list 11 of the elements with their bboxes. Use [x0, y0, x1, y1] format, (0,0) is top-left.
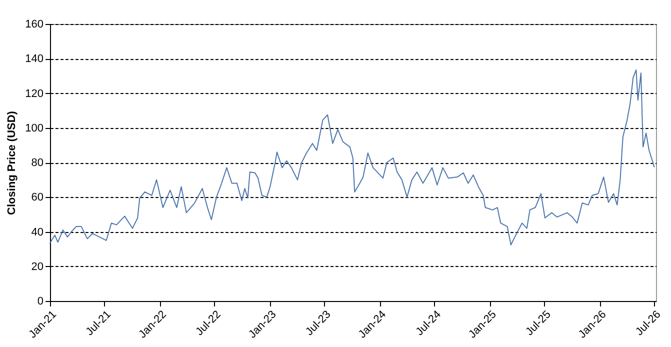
line-series	[50, 69, 655, 246]
y-tick-label: 80	[31, 157, 44, 169]
y-tick-label: 0	[37, 296, 44, 308]
y-axis-title: Closing Price (USD)	[6, 110, 18, 215]
y-tick-label: 60	[31, 192, 44, 204]
y-tick-label: 40	[31, 226, 44, 238]
y-tick-label: 160	[25, 18, 44, 30]
y-tick-label: 120	[25, 88, 44, 100]
y-tick-label: 100	[25, 122, 44, 134]
y-tick-label: 20	[31, 260, 44, 273]
y-tick-label: 140	[25, 53, 44, 66]
